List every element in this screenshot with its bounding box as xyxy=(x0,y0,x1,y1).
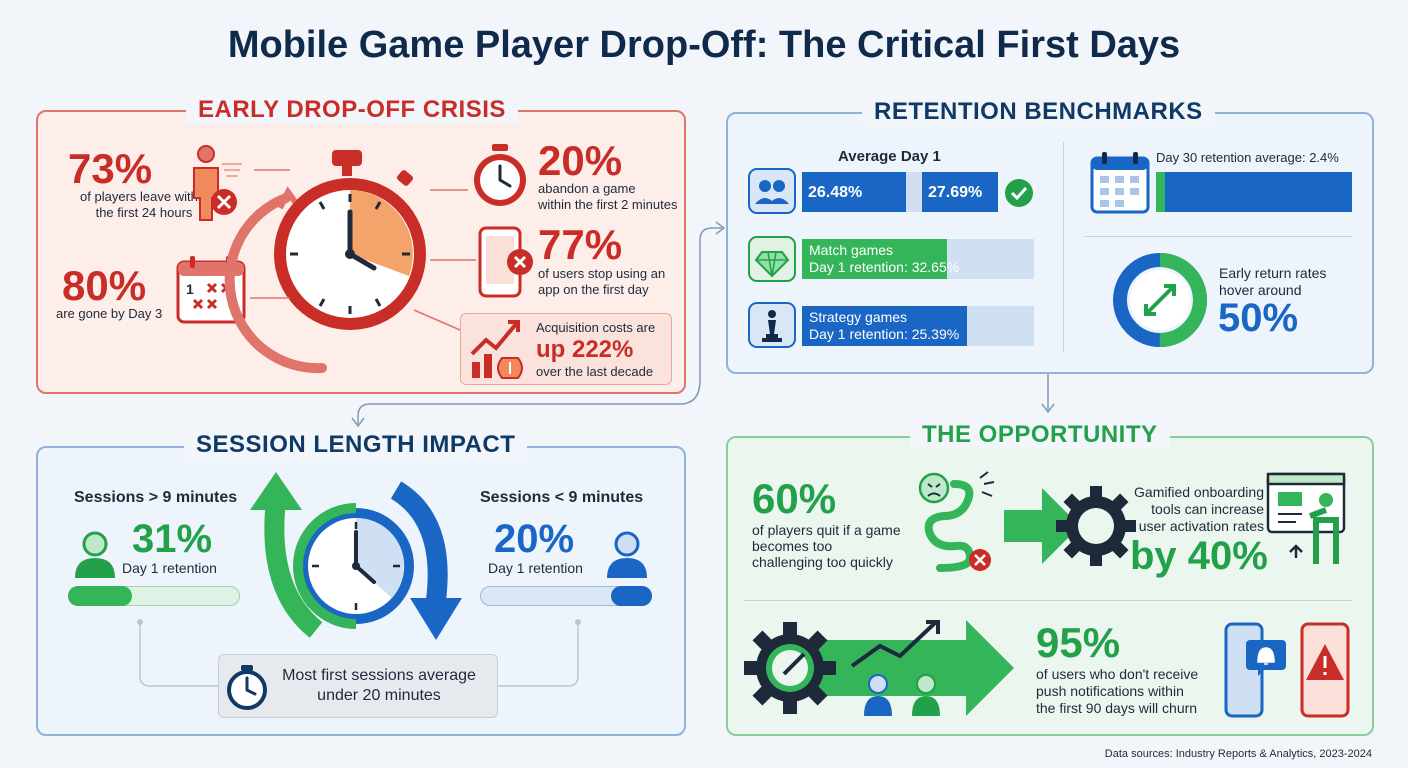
opp-95-text1: of users who don't receive xyxy=(1036,666,1199,682)
opp-60-text1: of players quit if a game xyxy=(752,522,901,538)
timer-icon xyxy=(227,665,267,710)
avg-day1-low-bar xyxy=(802,172,906,212)
opp-95-text2: push notifications within xyxy=(1036,683,1184,699)
benchmarks-divider-h xyxy=(1084,236,1352,237)
strategy-value: Day 1 retention: 25.39% xyxy=(809,326,960,342)
benchmarks-divider xyxy=(1063,142,1064,352)
avg-day1-label: Average Day 1 xyxy=(838,148,941,165)
stat-80-text: are gone by Day 3 xyxy=(56,306,163,321)
avg-day1-low-value: 26.48% xyxy=(808,184,863,201)
stat-20-text1: abandon a game xyxy=(538,181,636,196)
match-value: Day 1 retention: 32.65% xyxy=(809,259,960,275)
long-session-text: Day 1 retention xyxy=(122,560,217,576)
strategy-label: Strategy games xyxy=(809,309,908,325)
player-blue-icon xyxy=(607,531,647,578)
opportunity-divider xyxy=(744,600,1352,601)
stat-77-text1: of users stop using an xyxy=(538,266,666,281)
avg-day1-high-bar xyxy=(922,172,998,212)
short-session-value: 20% xyxy=(494,517,575,561)
clock-arrows-icon xyxy=(250,472,462,640)
acquisition-text1: Acquisition costs are xyxy=(536,320,656,335)
opp-40-text3: user activation rates xyxy=(1138,518,1264,534)
stat-20-text2: within the first 2 minutes xyxy=(538,197,678,212)
opportunity-heading: THE OPPORTUNITY xyxy=(910,421,1170,449)
acquisition-text2: over the last decade xyxy=(536,364,654,379)
stat-20-value: 20% xyxy=(538,137,623,184)
frustrated-path-icon xyxy=(918,471,995,572)
opportunity-arrow-gear xyxy=(1004,486,1136,566)
opp-40-value: by 40% xyxy=(1130,534,1268,578)
check-icon xyxy=(1005,179,1033,207)
short-session-text: Day 1 retention xyxy=(488,560,583,576)
stat-73-text2: the first 24 hours xyxy=(95,205,193,220)
early-text2: hover around xyxy=(1219,282,1302,298)
presentation-icon xyxy=(1266,472,1346,564)
opp-60-value: 60% xyxy=(752,475,837,522)
calendar-grid-icon xyxy=(1090,152,1150,214)
page-title: Mobile Game Player Drop-Off: The Critica… xyxy=(227,24,1181,66)
stat-73-value: 73% xyxy=(68,145,153,192)
footer-sources: Data sources: Industry Reports & Analyti… xyxy=(1104,748,1372,760)
player-green-icon xyxy=(75,531,115,578)
acquisition-value: up 222% xyxy=(536,336,634,363)
small-stopwatch-icon xyxy=(474,144,526,206)
session-heading: SESSION LENGTH IMPACT xyxy=(184,431,528,459)
benchmarks-heading: RETENTION BENCHMARKS xyxy=(862,98,1215,126)
day30-label: Day 30 retention average: 2.4% xyxy=(1156,150,1339,165)
users-icon xyxy=(748,168,796,214)
opp-95-value: 95% xyxy=(1036,619,1121,666)
person-leaving-icon xyxy=(193,145,242,221)
opp-95-text3: the first 90 days will churn xyxy=(1036,700,1198,716)
short-session-bar xyxy=(611,586,652,606)
early-text1: Early return rates xyxy=(1219,265,1327,281)
stopwatch-icon xyxy=(224,150,426,374)
stat-77-text2: app on the first day xyxy=(538,282,649,297)
session-note-line2: under 20 minutes xyxy=(317,687,441,704)
long-session-bar xyxy=(68,586,132,606)
phone-alert-icon xyxy=(478,226,533,298)
match-bar xyxy=(802,239,947,279)
long-session-label: Sessions > 9 minutes xyxy=(74,489,238,506)
early-value: 50% xyxy=(1218,296,1299,340)
calendar-day-number: 1 xyxy=(186,281,194,297)
gem-icon xyxy=(748,236,796,282)
avg-day1-high-value: 27.69% xyxy=(928,184,983,201)
long-session-value: 31% xyxy=(132,517,213,561)
chess-piece-icon xyxy=(748,302,796,348)
crisis-heading: EARLY DROP-OFF CRISIS xyxy=(186,96,518,124)
opp-40-text1: Gamified onboarding xyxy=(1134,484,1264,500)
match-label: Match games xyxy=(809,242,894,258)
strategy-bar xyxy=(802,306,967,346)
day30-bar xyxy=(1156,172,1165,212)
stat-73-text1: of players leave within xyxy=(80,189,208,204)
session-note-line1: Most first sessions average xyxy=(282,667,476,684)
day30-track xyxy=(1156,172,1352,212)
opp-40-text2: tools can increase xyxy=(1151,501,1264,517)
short-session-label: Sessions < 9 minutes xyxy=(480,489,644,506)
opp-60-text3: challenging too quickly xyxy=(752,554,893,570)
stat-77-value: 77% xyxy=(538,221,623,268)
money-growth-icon xyxy=(470,320,523,379)
gear-growth-icon xyxy=(744,620,1014,716)
early-return-donut xyxy=(1113,253,1207,347)
opp-60-text2: becomes too xyxy=(752,538,833,554)
notification-phones-icon xyxy=(1224,622,1350,718)
stat-80-value: 80% xyxy=(62,262,147,309)
